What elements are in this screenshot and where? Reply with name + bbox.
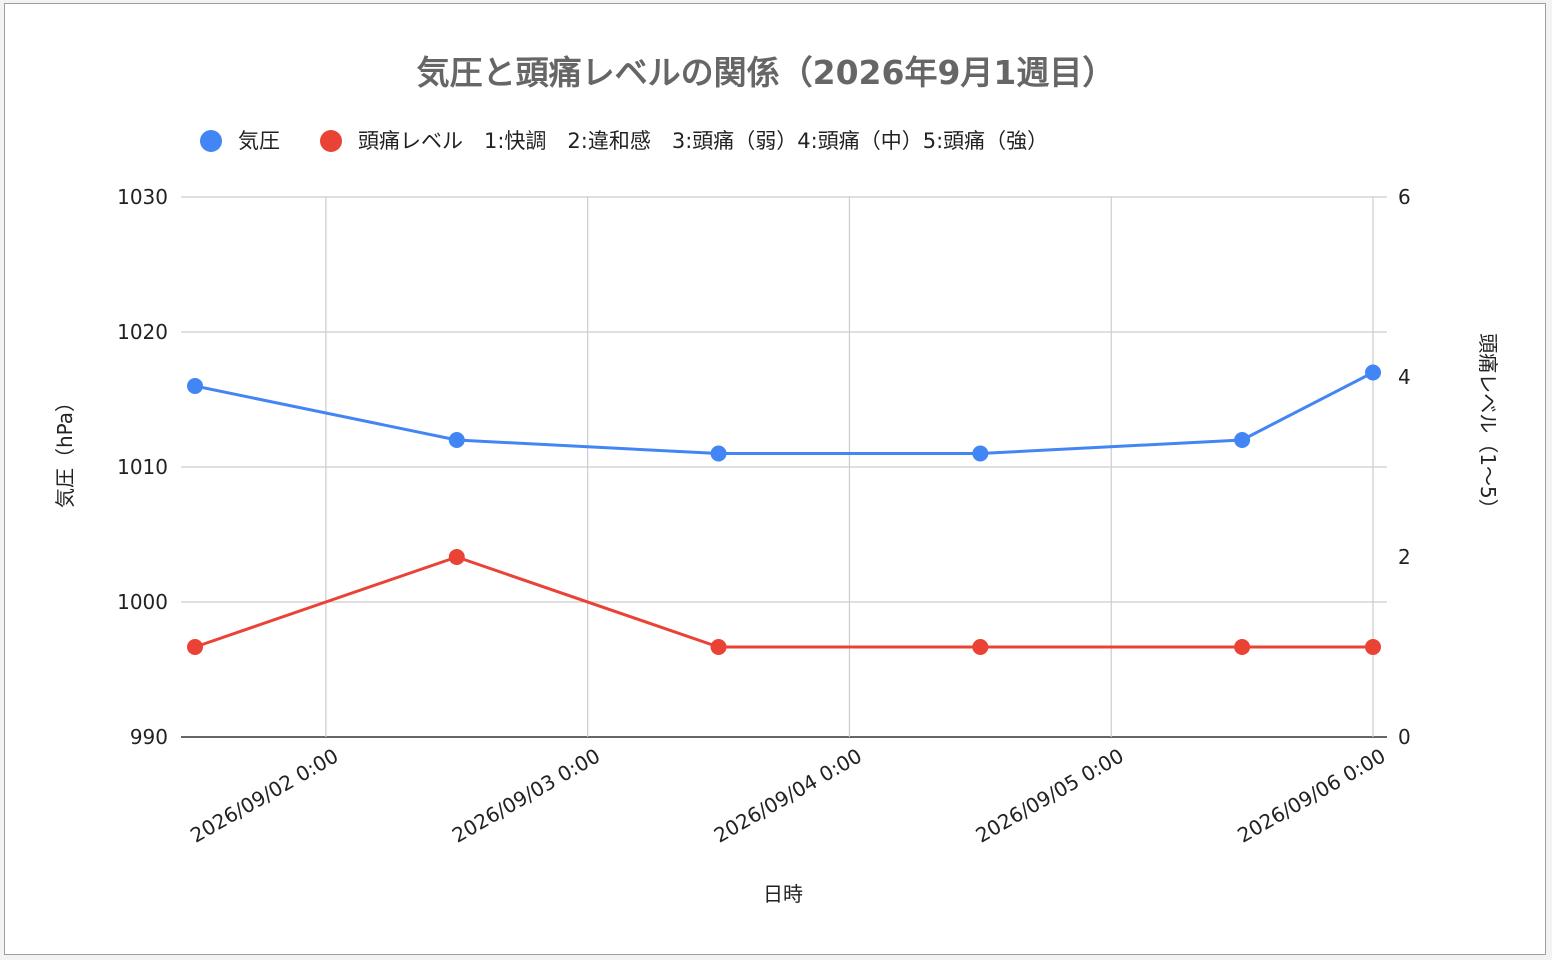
legend-marker-pressure [200, 130, 222, 152]
y-left-tick-label: 990 [130, 725, 168, 749]
y-right-tick-label: 0 [1398, 725, 1411, 749]
x-tick-label: 2026/09/04 0:00 [710, 744, 866, 848]
data-point[interactable] [972, 639, 989, 655]
x-axis-ticks: 2026/09/02 0:00 2026/09/03 0:00 2026/09/04… [186, 744, 1389, 848]
series-headache [187, 549, 1381, 655]
data-point[interactable] [1365, 364, 1381, 381]
data-point[interactable] [187, 378, 203, 394]
series-line [194, 371, 1374, 455]
series-layer [187, 364, 1381, 655]
chart-title: 気圧と頭痛レベルの関係（2026年9月1週目） [417, 53, 1116, 92]
chart-frame [4, 3, 1546, 955]
legend-item-pressure[interactable]: 気圧 [200, 129, 280, 153]
legend-label-headache: 頭痛レベル 1:快調 2:違和感 3:頭痛（弱）4:頭痛（中）5:頭痛（強） [358, 129, 1048, 153]
data-point[interactable] [187, 639, 203, 655]
legend-marker-headache [320, 130, 342, 152]
series-pressure [187, 364, 1381, 462]
y-right-tick-label: 2 [1398, 545, 1411, 569]
data-point[interactable] [1365, 639, 1381, 655]
y-right-tick-label: 4 [1398, 365, 1411, 389]
y-axis-right-ticks: 0 2 4 6 [1398, 185, 1411, 749]
data-point[interactable] [448, 432, 465, 448]
y-axis-right-title: 頭痛レベル（1〜5） [1476, 333, 1500, 518]
data-point[interactable] [1234, 639, 1251, 655]
y-axis-left-title: 気圧（hPa） [53, 392, 77, 508]
data-point[interactable] [710, 445, 727, 462]
y-left-tick-label: 1020 [117, 320, 168, 344]
grid [181, 196, 1387, 738]
data-point[interactable] [972, 445, 989, 462]
data-point[interactable] [710, 639, 727, 655]
legend-label-pressure: 気圧 [238, 129, 280, 153]
data-point[interactable] [448, 549, 465, 565]
y-right-tick-label: 6 [1398, 185, 1411, 209]
legend: 気圧 頭痛レベル 1:快調 2:違和感 3:頭痛（弱）4:頭痛（中）5:頭痛（強… [200, 129, 1048, 153]
series-line [194, 555, 1373, 649]
x-tick-label: 2026/09/03 0:00 [448, 744, 604, 848]
y-left-tick-label: 1010 [117, 455, 168, 479]
data-point[interactable] [1234, 432, 1251, 448]
x-tick-label: 2026/09/05 0:00 [971, 744, 1127, 848]
legend-item-headache[interactable]: 頭痛レベル 1:快調 2:違和感 3:頭痛（弱）4:頭痛（中）5:頭痛（強） [320, 129, 1048, 153]
x-axis-title: 日時 [763, 882, 803, 906]
x-tick-label: 2026/09/02 0:00 [186, 744, 342, 848]
y-left-tick-label: 1030 [117, 185, 168, 209]
y-axis-left-ticks: 990 1000 1010 1020 1030 [117, 185, 168, 749]
x-tick-label: 2026/09/06 0:00 [1233, 744, 1389, 848]
y-left-tick-label: 1000 [117, 590, 168, 614]
